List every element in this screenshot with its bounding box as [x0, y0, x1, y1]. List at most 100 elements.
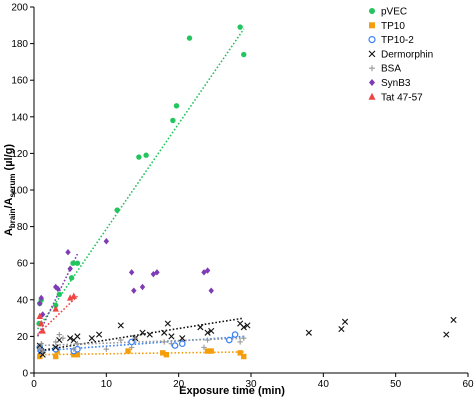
- data-point: [117, 322, 124, 329]
- legend-marker: [368, 35, 376, 44]
- x-tick-label: 60: [462, 379, 474, 390]
- data-point: [305, 329, 312, 336]
- data-point: [146, 331, 153, 338]
- legend-label: BSA: [381, 64, 401, 75]
- data-point: [66, 294, 74, 301]
- legend-label: pVEC: [381, 7, 407, 18]
- legend-marker: [369, 79, 375, 86]
- data-point: [56, 331, 63, 338]
- data-point: [53, 353, 59, 360]
- data-point: [38, 341, 44, 347]
- data-point: [65, 249, 71, 256]
- data-point: [164, 320, 171, 327]
- data-point: [241, 353, 247, 360]
- data-point: [226, 336, 233, 344]
- y-tick-label: 160: [11, 76, 28, 87]
- data-point: [160, 350, 166, 356]
- data-point: [208, 327, 215, 334]
- data-point: [39, 327, 46, 334]
- legend-label: Dermorphin: [381, 49, 433, 60]
- data-point: [39, 348, 46, 354]
- data-point: [237, 350, 243, 356]
- x-tick-label: 30: [245, 379, 257, 390]
- tick-layer: 0 10 20 30 40 50 60 0 20 40 60 80 100 120 140 160 180 200: [11, 3, 474, 391]
- x-tick-label: 20: [173, 379, 185, 390]
- data-point: [143, 152, 149, 158]
- legend-label: TP10-2: [381, 35, 414, 46]
- data-point: [154, 269, 160, 276]
- y-tick-label: 180: [11, 39, 28, 50]
- legend-label: Tat 47-57: [381, 92, 423, 103]
- data-point: [132, 335, 138, 341]
- data-point: [231, 331, 239, 338]
- y-tick-label: 20: [17, 332, 29, 343]
- data-point: [139, 283, 146, 291]
- y-tick-label: 140: [11, 112, 28, 123]
- data-point: [179, 335, 186, 342]
- data-point: [204, 337, 211, 343]
- data-point: [55, 285, 61, 293]
- data-point: [70, 260, 76, 266]
- data-point: [128, 269, 135, 276]
- data-point: [241, 335, 247, 341]
- legend: pVEC TP10 TP10-2 Dermorphin BSA SynB3 Tat 47-5…: [368, 7, 433, 103]
- data-point: [241, 51, 247, 58]
- data-point: [118, 337, 124, 343]
- data-point: [201, 344, 207, 351]
- legend-marker: [368, 50, 376, 58]
- legend-marker: [368, 92, 376, 100]
- data-point: [204, 348, 211, 354]
- data-point: [139, 329, 146, 336]
- data-point: [74, 352, 81, 358]
- data-point: [37, 346, 43, 352]
- data-point: [161, 339, 167, 345]
- data-point: [74, 341, 81, 347]
- trendline: [36, 28, 245, 330]
- data-point: [56, 291, 63, 298]
- trendline: [37, 317, 244, 352]
- data-point: [204, 329, 211, 336]
- data-point: [67, 335, 74, 342]
- data-point: [128, 344, 135, 351]
- legend-label: TP10: [381, 21, 405, 32]
- data-point: [197, 324, 204, 331]
- data-point: [37, 300, 43, 307]
- x-axis-label: Exposure time (min): [179, 385, 285, 397]
- data-point: [39, 351, 46, 358]
- data-point: [60, 335, 66, 341]
- y-tick-label: 120: [11, 149, 28, 160]
- x-tick-label: 10: [101, 379, 113, 390]
- trendline-layer: [36, 28, 245, 356]
- y-tick-label: 0: [22, 369, 28, 380]
- data-point: [38, 294, 44, 302]
- data-point: [96, 331, 103, 338]
- data-point: [173, 103, 180, 109]
- data-point: [37, 353, 43, 360]
- data-point: [341, 318, 349, 325]
- data-point: [208, 287, 214, 294]
- data-point: [201, 269, 207, 276]
- data-point: [53, 283, 59, 291]
- y-tick-label: 40: [17, 295, 29, 306]
- data-point: [443, 331, 450, 338]
- data-point: [168, 333, 175, 340]
- data-point: [338, 325, 345, 333]
- data-point: [186, 35, 193, 41]
- data-point: [53, 339, 59, 345]
- y-tick-label: 60: [17, 259, 29, 270]
- data-point: [103, 238, 110, 245]
- data-point: [103, 346, 110, 352]
- data-point: [237, 24, 243, 30]
- data-point: [71, 346, 77, 352]
- y-tick-label: 80: [17, 222, 29, 233]
- data-point: [88, 335, 95, 342]
- data-point: [52, 345, 60, 353]
- x-tick-label: 50: [390, 379, 402, 390]
- data-point: [170, 117, 176, 124]
- legend-label: SynB3: [381, 78, 411, 89]
- legend-marker: [369, 8, 375, 14]
- data-point: [38, 319, 45, 327]
- data-point: [204, 267, 211, 274]
- data-point: [70, 292, 77, 299]
- data-point: [244, 322, 251, 329]
